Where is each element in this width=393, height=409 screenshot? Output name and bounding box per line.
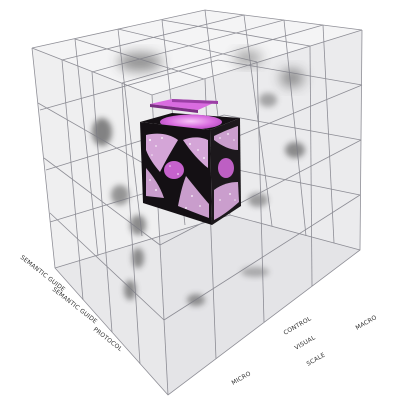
bottom-axis-label-macro: MACRO xyxy=(355,314,379,332)
grid-line xyxy=(61,59,84,301)
cube-left-face xyxy=(32,48,168,395)
grid-line xyxy=(256,61,265,323)
grid-line xyxy=(159,139,362,246)
grid-line xyxy=(61,14,245,61)
shadow-blob xyxy=(241,267,269,277)
shadow-blob xyxy=(118,53,162,71)
shadow-blob xyxy=(92,118,112,146)
core-left-pattern xyxy=(183,137,208,168)
grid-line xyxy=(43,157,161,246)
grid-lines xyxy=(31,9,363,396)
shadow-blob xyxy=(132,248,144,268)
grid-line xyxy=(117,28,258,63)
core-left-center xyxy=(164,161,184,179)
grid-line xyxy=(223,114,362,141)
grid-line xyxy=(217,59,363,86)
grid-line xyxy=(91,19,285,73)
shadow-blob xyxy=(248,193,268,207)
cube-edge xyxy=(54,214,361,269)
core-cube xyxy=(140,113,241,225)
core-left-pattern xyxy=(146,168,164,198)
core-speckles xyxy=(148,137,205,209)
bottom-axis-label-visual: VISUAL xyxy=(294,334,318,352)
slab-back xyxy=(172,99,218,104)
core-speckles xyxy=(219,133,236,201)
grid-line xyxy=(37,102,156,171)
slab-bottom-shadow xyxy=(150,104,198,113)
bottom-axis-label-scale: SCALE xyxy=(306,352,327,368)
core-right-pattern xyxy=(214,182,239,220)
core-top-disk xyxy=(160,114,222,130)
cube-back-floor xyxy=(55,215,360,395)
core-left-pattern xyxy=(146,133,178,172)
bottom-axis-label-micro: MICRO xyxy=(231,370,253,387)
shadow-blob xyxy=(124,280,136,300)
grid-line xyxy=(39,59,219,111)
grid-line xyxy=(49,212,165,321)
cube-top-face xyxy=(32,10,362,95)
grid-line xyxy=(243,14,273,227)
core-right-pattern xyxy=(214,126,238,150)
bottom-axis-label-control: CONTROL xyxy=(283,315,313,337)
shadow-blob xyxy=(130,215,146,235)
core-right-center xyxy=(218,158,234,178)
shadow-blob xyxy=(259,93,277,107)
shadow-blob xyxy=(234,51,262,65)
shadow-blob xyxy=(285,142,305,158)
grid-line xyxy=(117,28,143,237)
grid-line xyxy=(163,194,361,321)
grid-line xyxy=(227,167,361,196)
top-highlight-slab xyxy=(150,99,218,113)
shadow-blob xyxy=(111,185,129,205)
grid-line xyxy=(121,24,324,84)
grid-line xyxy=(74,38,99,257)
